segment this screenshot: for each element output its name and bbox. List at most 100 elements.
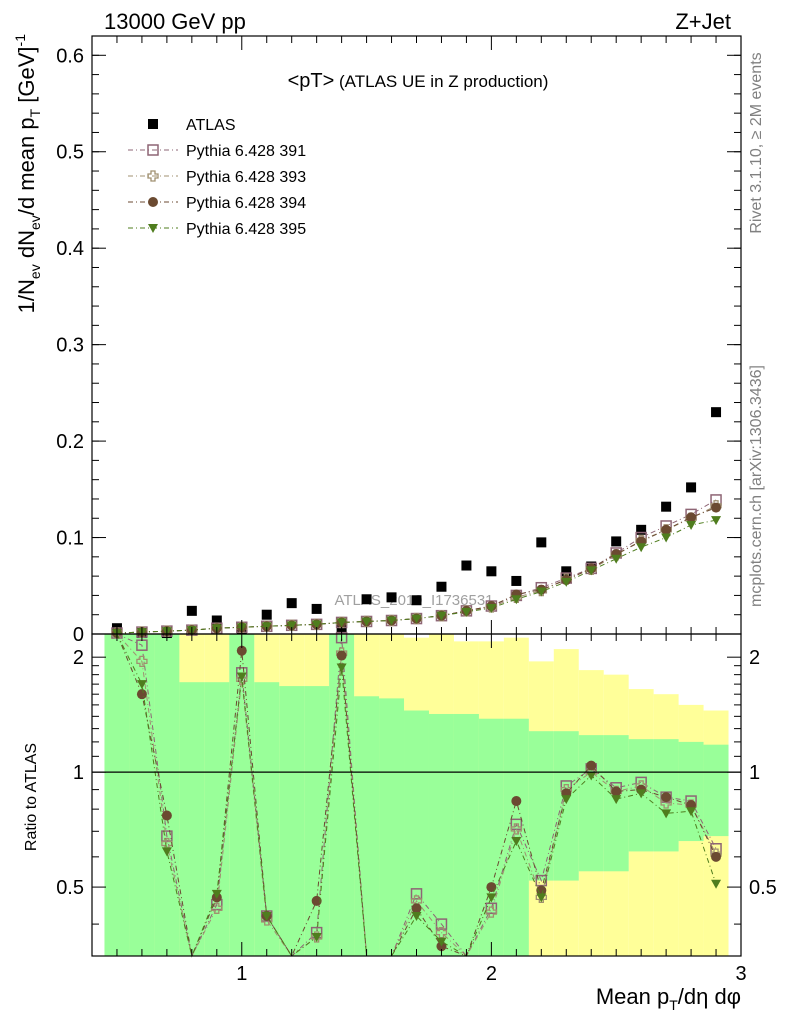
ratio-point-3 (636, 789, 647, 799)
ratio-point-2 (136, 689, 147, 700)
data-point-4 (686, 521, 697, 531)
data-point-0 (436, 581, 447, 592)
data-point-0 (611, 536, 622, 547)
x-axis-label: Mean pT/dη dφ (596, 984, 741, 1013)
ratio-point-3 (236, 672, 247, 682)
data-point-4 (436, 611, 447, 621)
legend-marker (148, 224, 158, 233)
ylabel-part-c: /d mean p (14, 117, 39, 215)
data-point-4 (461, 607, 472, 617)
ratio-tick-label: 0.5 (56, 877, 84, 899)
stat-uncertainty-band-bin (304, 686, 330, 956)
ratio-point-2 (236, 645, 247, 656)
rivet-version-text: Rivet 3.1.10, ≥ 2M events (748, 52, 765, 233)
legend-marker (148, 197, 158, 207)
ratio-point-3 (611, 795, 622, 805)
data-point-0 (636, 524, 647, 535)
ratio-point-2 (661, 792, 672, 803)
data-point-0 (411, 595, 422, 606)
header-left: 13000 GeV pp (104, 9, 246, 34)
title-part-a: <pT> (288, 70, 335, 92)
ylabel-part-a: 1/N (14, 279, 39, 313)
mcplots-text: mcplots.cern.ch [arXiv:1306.3436] (748, 365, 765, 607)
data-point-4 (661, 533, 672, 543)
xlabel-part-a: Mean p (596, 984, 669, 1009)
y-tick-label: 0.5 (56, 142, 84, 164)
ratio-point-3 (436, 937, 447, 947)
ratio-bands (104, 634, 729, 956)
stat-uncertainty-band-bin (478, 718, 504, 956)
ratio-point-3 (661, 809, 672, 819)
stat-uncertainty-band-bin (279, 686, 305, 956)
stat-uncertainty-band-bin (229, 634, 255, 956)
data-point-0 (461, 560, 472, 571)
data-point-4 (336, 618, 347, 628)
data-point-0 (661, 501, 672, 512)
ratio-line-0 (116, 633, 717, 958)
data-point-4 (586, 566, 597, 576)
data-point-0 (561, 566, 572, 577)
ratio-point-3 (586, 771, 597, 781)
legend-marker (147, 170, 159, 182)
ratio-point-2 (611, 786, 622, 797)
ratio-point-3 (486, 893, 497, 903)
ratio-point-1 (510, 823, 522, 835)
ratio-point-3 (136, 680, 147, 690)
data-point-4 (361, 617, 372, 627)
ratio-point-3 (261, 912, 272, 922)
ratio-point-2 (311, 895, 322, 906)
ratio-point-2 (336, 650, 347, 661)
ratio-plot-layer (92, 631, 741, 958)
data-point-4 (311, 620, 322, 630)
stat-uncertainty-band-bin (329, 634, 355, 956)
stat-uncertainty-band-bin (678, 741, 704, 842)
data-point-0 (536, 537, 547, 548)
ratio-point-1 (136, 655, 148, 668)
ratio-point-3 (511, 837, 522, 847)
xlabel-sub: T (669, 997, 678, 1013)
y-tick-label: 0.3 (56, 335, 84, 357)
data-point-4 (486, 603, 497, 613)
legend-label: Pythia 6.428 391 (186, 143, 306, 160)
ratio-point-2 (711, 851, 722, 862)
ratio-point-2 (411, 903, 422, 914)
ratio-point-3 (411, 912, 422, 922)
data-point-4 (386, 616, 397, 626)
data-point-0 (386, 592, 397, 603)
data-point-4 (511, 595, 522, 605)
ratio-point-2 (586, 760, 597, 771)
ylabel-part-d: [GeV] (14, 46, 39, 108)
legend-label: Pythia 6.428 393 (186, 169, 306, 186)
ylabel-part-b: dN (14, 230, 39, 264)
x-tick-label: 2 (486, 963, 497, 985)
data-point-0 (686, 482, 697, 493)
ratio-tick-label-right: 2 (749, 647, 760, 669)
stat-uncertainty-band-bin (528, 731, 554, 881)
ylabel-sub-1: ev (27, 264, 43, 279)
legend-label: ATLAS (186, 117, 236, 134)
ylabel-sub-2: ev (27, 215, 43, 230)
y-tick-label: 0.2 (56, 431, 84, 453)
ratio-point-3 (211, 889, 222, 899)
data-point-4 (561, 577, 572, 587)
data-point-0 (261, 609, 272, 620)
legend: ATLAS Pythia 6.428 391 Pythia 6.428 393 Pyt… (128, 117, 306, 238)
main-y-axis-label: 1/Nev dNev/d mean pT [GeV]-1 (12, 34, 43, 314)
ratio-point-3 (336, 663, 347, 673)
y-tick-label: 0.6 (56, 45, 84, 67)
ylabel-sub-3: T (27, 108, 43, 117)
legend-marker (147, 144, 159, 156)
stat-uncertainty-band-bin (354, 696, 380, 956)
data-point-4 (286, 621, 297, 631)
ratio-point-3 (311, 933, 322, 943)
ratio-point-2 (511, 796, 522, 807)
ylabel-sup: -1 (12, 34, 28, 47)
legend-label: Pythia 6.428 395 (186, 221, 306, 238)
data-point-4 (261, 622, 272, 632)
ratio-tick-label: 1 (73, 762, 84, 784)
ratio-tick-label-right: 0.5 (749, 877, 777, 899)
ratio-point-0 (410, 888, 423, 900)
ratio-y-axis-label: Ratio to ATLAS (23, 743, 40, 851)
ratio-line-1 (116, 633, 717, 958)
data-point-0 (211, 615, 222, 626)
